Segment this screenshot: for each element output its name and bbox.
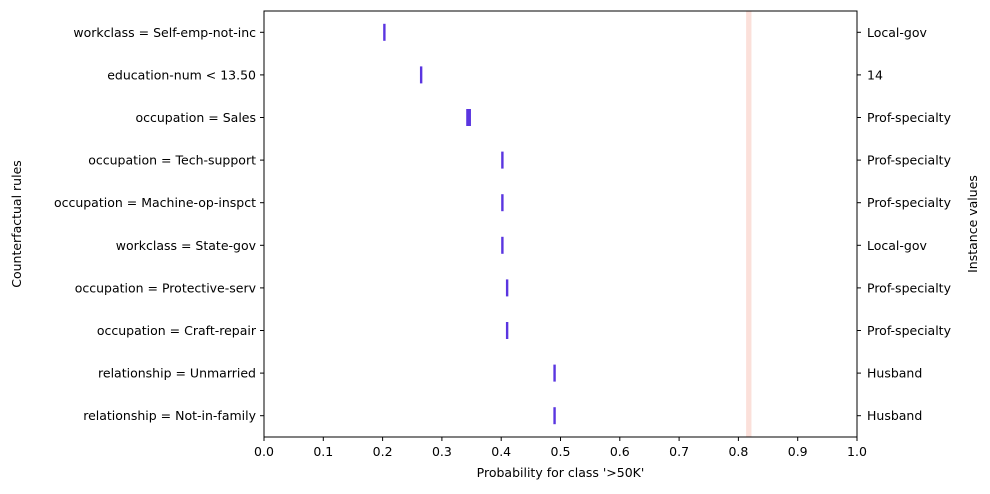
x-tick-label: 0.6 <box>610 444 630 459</box>
interval-mark <box>466 109 471 126</box>
instance-value-label: Husband <box>867 408 922 423</box>
y-axis-label-right: Instance values <box>965 175 980 273</box>
x-tick-label: 1.0 <box>847 444 867 459</box>
x-tick-label: 0.4 <box>491 444 511 459</box>
instance-value-label: Prof-specialty <box>867 323 952 338</box>
rule-label: occupation = Sales <box>135 110 256 125</box>
reference-band <box>746 11 752 437</box>
x-tick-label: 0.0 <box>254 444 274 459</box>
interval-mark <box>501 194 504 212</box>
reference-band-layer <box>746 11 752 437</box>
rule-labels: workclass = Self-emp-not-inc education-nu… <box>54 25 264 423</box>
interval-mark <box>505 279 509 297</box>
x-tick-label: 0.7 <box>669 444 689 459</box>
rule-label: occupation = Machine-op-inspct <box>54 195 256 210</box>
rule-label: education-num < 13.50 <box>107 67 256 82</box>
x-tick-label: 0.8 <box>728 444 748 459</box>
rule-label: occupation = Tech-support <box>88 153 256 168</box>
x-tick-label: 0.2 <box>373 444 393 459</box>
interval-mark <box>383 23 386 41</box>
interval-marks-layer <box>383 23 556 425</box>
x-axis-ticks: 0.0 0.1 0.2 0.3 0.4 0.5 0.6 0.7 0.8 0.9 1.0 <box>254 437 867 459</box>
rule-label: workclass = Self-emp-not-inc <box>73 25 256 40</box>
x-tick-label: 0.1 <box>313 444 333 459</box>
interval-mark <box>501 236 504 254</box>
interval-mark <box>553 407 556 425</box>
interval-mark <box>505 322 509 339</box>
rule-label: relationship = Not-in-family <box>83 408 256 423</box>
instance-value-label: Prof-specialty <box>867 110 952 125</box>
instance-value-label: Local-gov <box>867 25 927 40</box>
instance-value-label: 14 <box>867 67 883 82</box>
y-axis-label-left: Counterfactual rules <box>9 160 24 288</box>
plot-frame <box>263 10 858 438</box>
instance-value-label: Prof-specialty <box>867 195 952 210</box>
rule-label: occupation = Craft-repair <box>97 323 257 338</box>
instance-value-label: Local-gov <box>867 238 927 253</box>
instance-value-label: Husband <box>867 366 922 381</box>
interval-mark <box>553 364 556 382</box>
x-tick-label: 0.9 <box>788 444 808 459</box>
x-tick-label: 0.5 <box>551 444 571 459</box>
x-tick-label: 0.3 <box>432 444 452 459</box>
rule-label: occupation = Protective-serv <box>75 280 257 295</box>
rule-label: relationship = Unmarried <box>98 366 256 381</box>
instance-value-label: Prof-specialty <box>867 153 952 168</box>
rule-label: workclass = State-gov <box>116 238 257 253</box>
x-axis-label: Probability for class '>50K' <box>477 465 645 480</box>
interval-mark <box>419 66 423 84</box>
interval-mark <box>501 151 504 169</box>
instance-value-labels: Local-gov 14 Prof-specialty Prof-specialty P… <box>857 25 952 423</box>
instance-value-label: Prof-specialty <box>867 280 952 295</box>
